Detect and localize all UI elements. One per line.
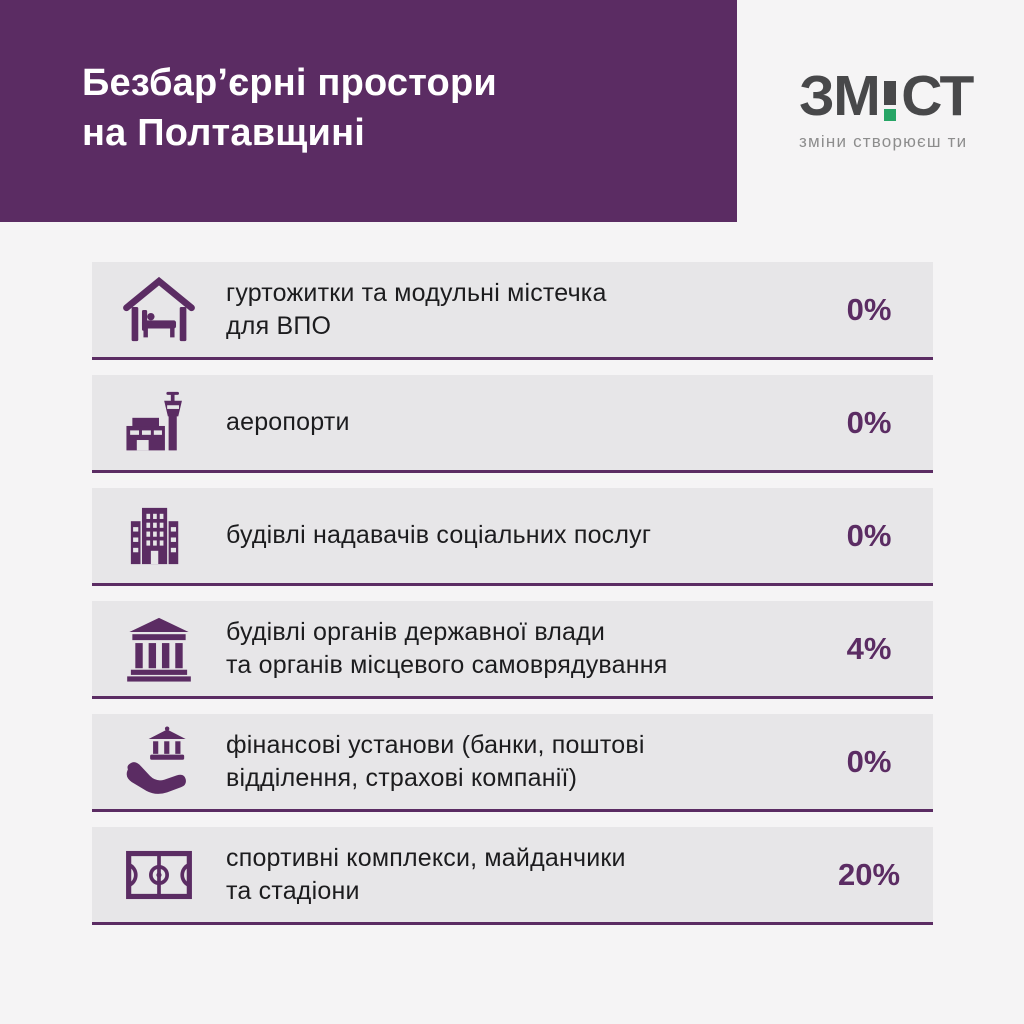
zmist-logo: ЗМ СТ зміни створюєш ти [799, 68, 979, 152]
stats-list: гуртожитки та модульні містечка для ВПО … [92, 262, 933, 940]
row-label: аеропорти [226, 408, 350, 436]
logo-exclamation-icon [884, 68, 897, 125]
table-row-government-buildings: будівлі органів державної влади та орган… [92, 601, 933, 699]
shelter-bed-icon [92, 273, 226, 347]
logo-exclamation-green-dot [884, 109, 897, 121]
logo-text-part2: СТ [901, 64, 974, 128]
page-title: Безбар’єрні простори на Полтавщині [82, 58, 497, 158]
logo-tagline: зміни створюєш ти [799, 132, 968, 151]
table-row-airports: аеропорти 0% [92, 375, 933, 473]
bank-in-hand-icon [92, 725, 226, 799]
row-value: 4% [846, 630, 892, 666]
page-title-line2: на Полтавщині [82, 112, 365, 155]
government-building-icon [92, 612, 226, 686]
logo-text-part1: ЗМ [799, 64, 881, 128]
row-value: 0% [846, 404, 892, 440]
sports-field-icon [92, 838, 226, 912]
row-value: 0% [846, 743, 892, 779]
row-label: будівлі органів державної влади та орган… [226, 617, 668, 679]
social-buildings-icon [92, 499, 226, 573]
row-label: спортивні комплекси, майданчики та стаді… [226, 843, 626, 905]
row-value: 20% [837, 856, 901, 892]
table-row-financial-institutions: фінансові установи (банки, поштові відді… [92, 714, 933, 812]
table-row-social-buildings: будівлі надавачів соціальних послуг 0% [92, 488, 933, 586]
row-value: 0% [846, 291, 892, 327]
page-title-line1: Безбар’єрні простори [82, 62, 497, 104]
row-label: будівлі надавачів соціальних послуг [226, 521, 652, 549]
airport-icon [92, 386, 226, 460]
row-label: гуртожитки та модульні містечка для ВПО [226, 278, 607, 340]
zmist-logo-wordmark: ЗМ СТ [799, 68, 979, 125]
table-row-shelters: гуртожитки та модульні містечка для ВПО … [92, 262, 933, 360]
header-banner: Безбар’єрні простори на Полтавщині [0, 0, 737, 222]
row-value: 0% [846, 517, 892, 553]
table-row-sports-facilities: спортивні комплекси, майданчики та стаді… [92, 827, 933, 925]
row-label: фінансові установи (банки, поштові відді… [226, 730, 645, 792]
logo-exclamation-bar [884, 81, 897, 105]
